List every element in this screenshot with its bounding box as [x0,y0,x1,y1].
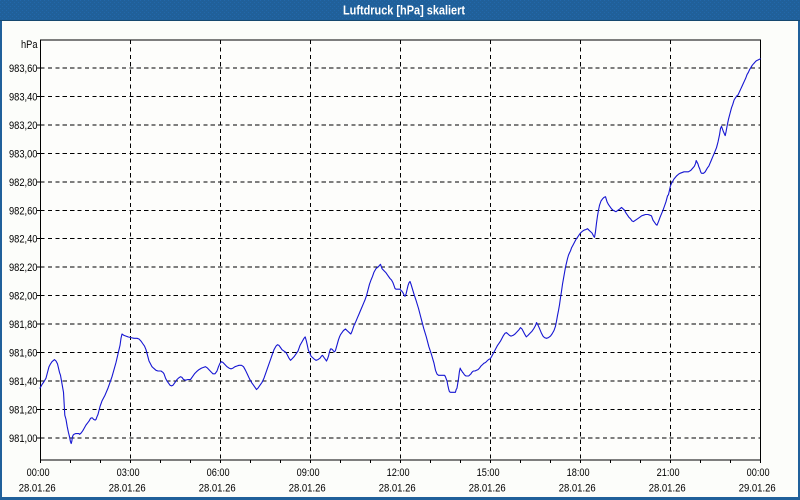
svg-text:983,20: 983,20 [9,120,38,132]
svg-text:03:00: 03:00 [117,467,140,479]
svg-text:28.01.26: 28.01.26 [109,483,146,495]
svg-text:981,40: 981,40 [9,376,38,388]
svg-text:983,60: 983,60 [9,63,38,75]
svg-text:983,40: 983,40 [9,91,38,103]
svg-text:981,00: 981,00 [9,433,38,445]
svg-text:982,40: 982,40 [9,234,38,246]
svg-text:28.01.26: 28.01.26 [199,483,236,495]
svg-text:00:00: 00:00 [27,467,50,479]
svg-text:28.01.26: 28.01.26 [289,483,326,495]
svg-text:982,00: 982,00 [9,291,38,303]
svg-text:28.01.26: 28.01.26 [379,483,416,495]
svg-text:Luftdruck [hPa] skaliert: Luftdruck [hPa] skaliert [343,3,466,18]
svg-text:hPa: hPa [21,39,38,51]
svg-text:982,80: 982,80 [9,177,38,189]
svg-text:28.01.26: 28.01.26 [649,483,686,495]
svg-text:981,20: 981,20 [9,404,38,416]
svg-text:29.01.26: 29.01.26 [739,483,776,495]
svg-text:09:00: 09:00 [297,467,320,479]
svg-text:982,60: 982,60 [9,205,38,217]
svg-text:28.01.26: 28.01.26 [469,483,506,495]
svg-text:21:00: 21:00 [657,467,680,479]
svg-text:981,80: 981,80 [9,319,38,331]
svg-text:982,20: 982,20 [9,262,38,274]
svg-text:06:00: 06:00 [207,467,230,479]
svg-text:28.01.26: 28.01.26 [559,483,596,495]
svg-text:28.01.26: 28.01.26 [19,483,56,495]
svg-text:981,60: 981,60 [9,348,38,360]
svg-text:00:00: 00:00 [747,467,770,479]
svg-text:18:00: 18:00 [567,467,590,479]
svg-text:12:00: 12:00 [387,467,410,479]
svg-text:15:00: 15:00 [477,467,500,479]
svg-text:983,00: 983,00 [9,148,38,160]
